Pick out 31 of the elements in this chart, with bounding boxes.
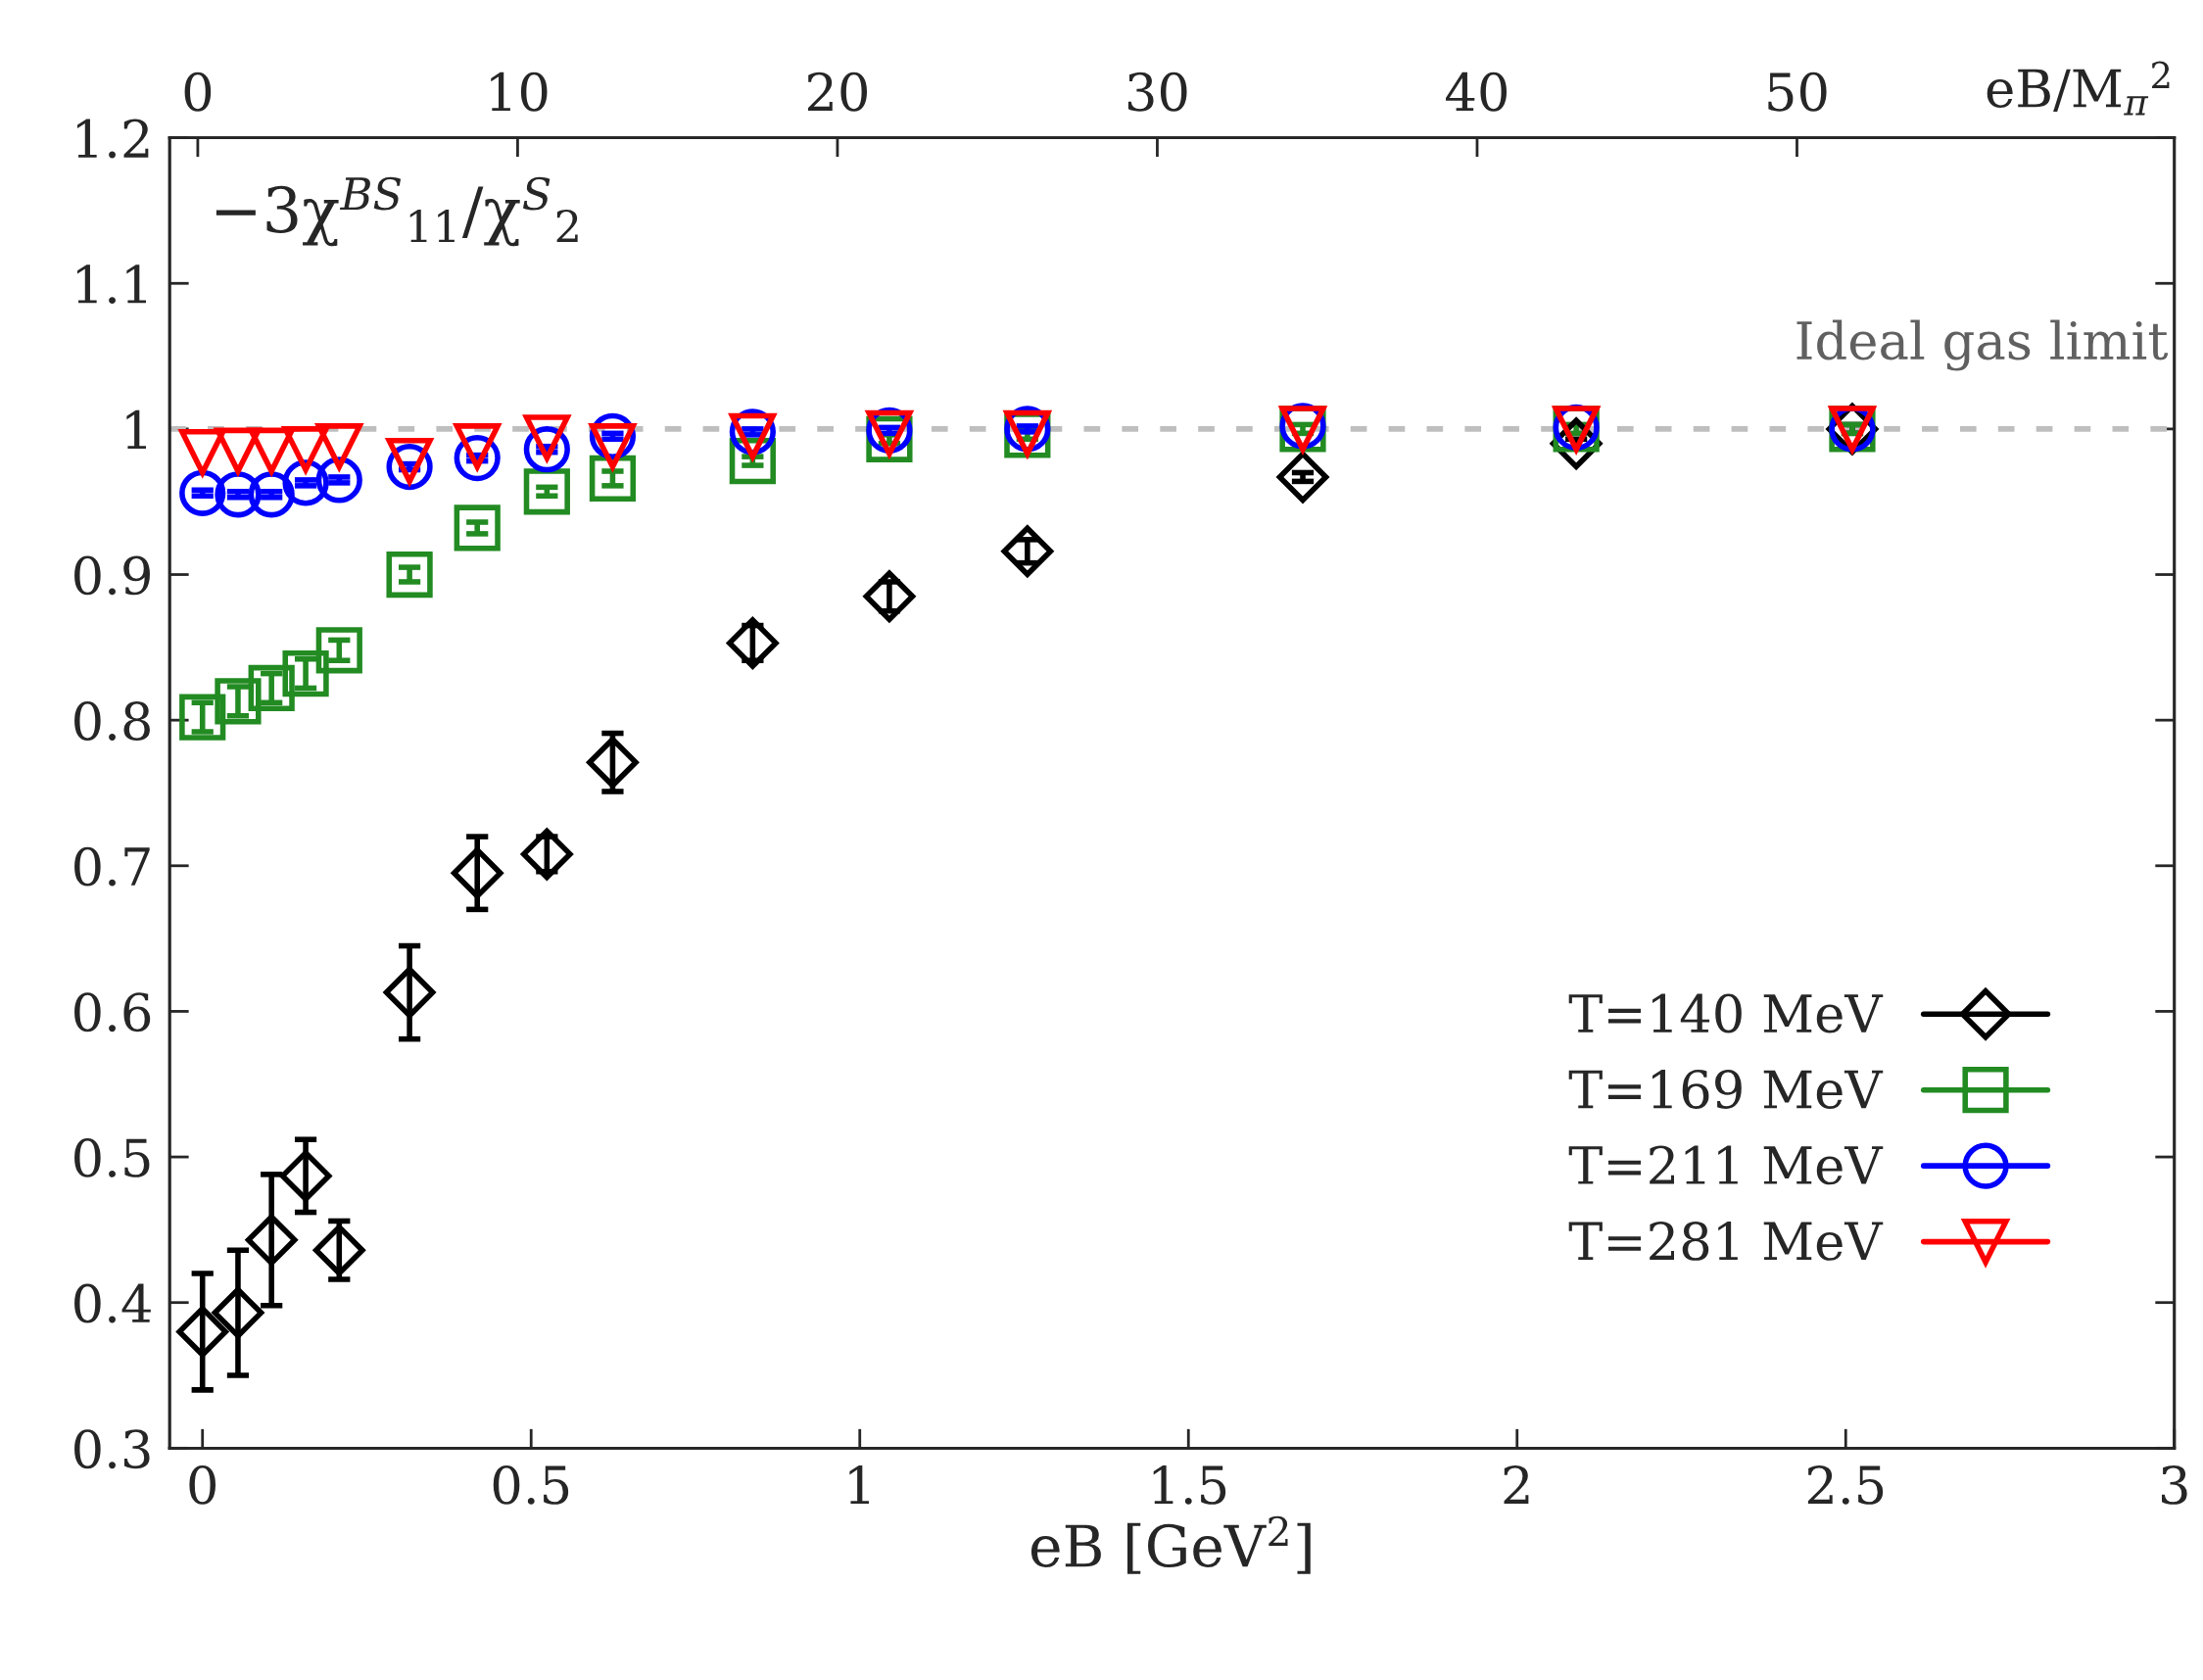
x-axis-title: eB [GeV$^{2}$]: [1030, 1515, 1311, 1574]
x2-tick-label: 30: [1127, 72, 1187, 112]
x-tick-label: 1: [849, 1464, 870, 1505]
legend-label: T=211 MeV: [1568, 1145, 1884, 1185]
x2-tick-label: 40: [1446, 72, 1508, 112]
legend-label: T=169 MeV: [1568, 1069, 1884, 1109]
y-tick-label: 0.7: [74, 846, 150, 887]
x2-tick-label: 20: [807, 72, 868, 112]
y-tick-label: 0.4: [74, 1283, 151, 1323]
x2-tick-label: 50: [1768, 72, 1827, 112]
y-tick-label: 1.2: [77, 119, 149, 159]
ref-line-label: Ideal gas limit: [1796, 319, 2169, 371]
x-tick-label: 2: [1504, 1464, 1529, 1505]
y-tick-label: 0.5: [74, 1137, 150, 1177]
x2-axis-title: eB/M$_{π}$$^{2}$: [1987, 61, 2170, 116]
x-tick-label: 0: [189, 1464, 216, 1505]
legend-label: T=140 MeV: [1568, 993, 1884, 1033]
annotation: −3χ$^{BS}$$_{11}$/χ$^{S}$$_{2}$: [216, 176, 578, 247]
x-tick-label: 0.5: [493, 1464, 569, 1505]
y-tick-label: 0.6: [74, 992, 151, 1032]
x2-tick-label: 10: [491, 72, 548, 112]
y-tick-label: 0.9: [74, 555, 150, 596]
legend-label: T=281 MeV: [1568, 1221, 1884, 1261]
x-tick-label: 1.5: [1153, 1464, 1226, 1505]
x2-tick-label: 0: [184, 72, 212, 112]
y-tick-label: 1: [126, 409, 147, 449]
x-tick-label: 3: [2162, 1464, 2187, 1505]
y-tick-label: 0.8: [74, 701, 150, 741]
x-tick-label: 2.5: [1807, 1464, 1884, 1505]
y-tick-label: 0.3: [74, 1429, 150, 1469]
y-tick-label: 1.1: [77, 264, 147, 305]
